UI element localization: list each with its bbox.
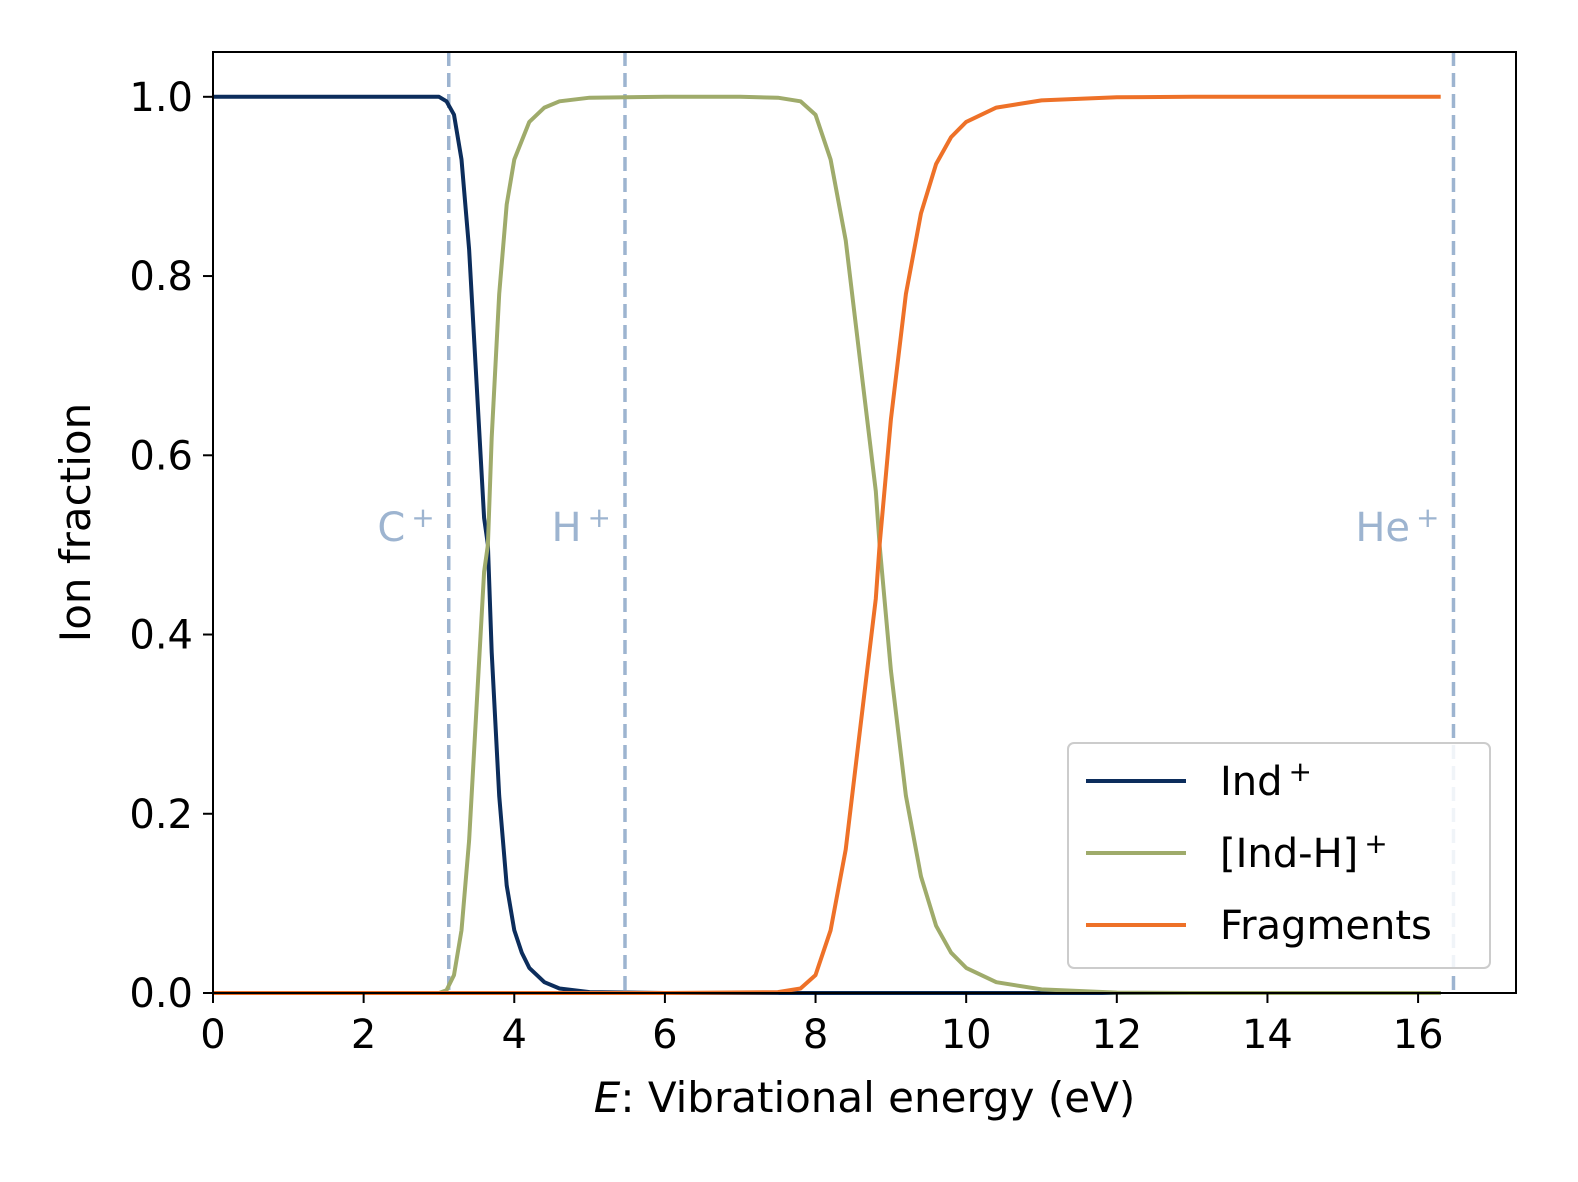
legend-label-sup: + bbox=[1289, 755, 1312, 788]
legend-label-sup: + bbox=[1364, 827, 1387, 860]
series-line-1 bbox=[213, 94, 1441, 995]
legend-label: Ind + bbox=[1220, 755, 1312, 805]
x-tick-label: 10 bbox=[941, 1012, 992, 1058]
y-tick-label: 0.0 bbox=[129, 971, 193, 1017]
vline-label-h: H + bbox=[551, 501, 611, 551]
legend-label: [Ind-H] + bbox=[1220, 827, 1388, 877]
vline-label-sup: + bbox=[411, 501, 434, 534]
x-tick-label: 0 bbox=[200, 1012, 225, 1058]
x-tick-label: 6 bbox=[652, 1012, 677, 1058]
y-axis-title: Ion fraction bbox=[51, 403, 100, 642]
vline-label-sup: + bbox=[588, 501, 611, 534]
vline-label-he: He + bbox=[1355, 501, 1439, 551]
legend-label: Fragments bbox=[1220, 903, 1432, 949]
x-tick-label: 8 bbox=[803, 1012, 828, 1058]
axes: 0 2 4 6 8 10 12 14 16 0.0 0.2 0.4 0.6 0.8 1.0 E: Vibrat… bbox=[51, 51, 1517, 1122]
y-tick-label: 0.8 bbox=[129, 254, 193, 300]
y-tick-label: 0.6 bbox=[129, 433, 193, 479]
vline-label-c: C + bbox=[377, 501, 434, 551]
x-axis-title: E: Vibrational energy (eV) bbox=[594, 1073, 1135, 1122]
legend-box bbox=[1067, 742, 1491, 969]
vline-label-sup: + bbox=[1416, 501, 1439, 534]
y-tick-label: 1.0 bbox=[129, 75, 193, 121]
x-tick-label: 2 bbox=[351, 1012, 376, 1058]
y-tick-label: 0.2 bbox=[129, 792, 193, 838]
x-tick-label: 16 bbox=[1393, 1012, 1444, 1058]
axes-frame bbox=[212, 51, 1517, 994]
x-tick-label: 4 bbox=[502, 1012, 527, 1058]
y-tick-label: 0.4 bbox=[129, 613, 193, 659]
x-tick-label: 12 bbox=[1091, 1012, 1142, 1058]
legend: Ind + [Ind-H] + Fragments bbox=[1067, 742, 1491, 969]
x-tick-label: 14 bbox=[1242, 1012, 1293, 1058]
